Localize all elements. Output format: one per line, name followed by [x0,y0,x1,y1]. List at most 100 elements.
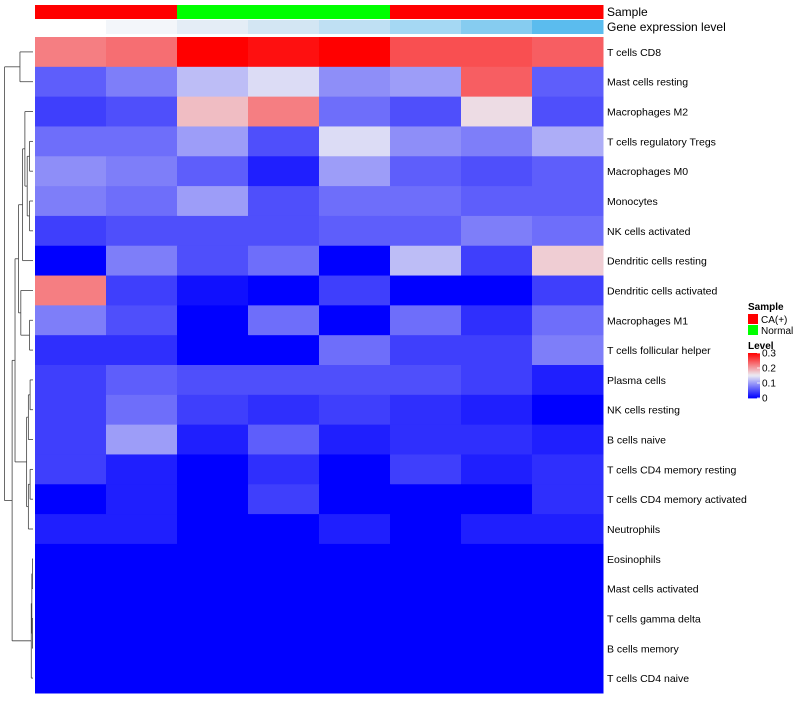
heatmap-cell [390,186,462,217]
heatmap-cell [248,424,320,455]
heatmap-cell [35,633,107,664]
heatmap-cell [390,633,462,664]
heatmap-cell [248,186,320,217]
legend-level-gradient-segment [748,357,760,360]
gene-expression-track-cell [35,20,107,34]
heatmap-cell [390,66,462,98]
heatmap-cell [177,215,249,247]
legend-level-gradient-segment [748,365,760,367]
legend-level-gradient-segment [748,387,760,390]
heatmap-cell [532,394,604,426]
row-label-macrophages-m2: Macrophages M2 [607,107,688,119]
heatmap-cell [532,335,604,366]
legend-label-normal: Normal [761,326,793,337]
heatmap-cell [319,126,391,157]
heatmap-cell [461,514,533,545]
heatmap-cell [248,394,320,426]
heatmap-cell [461,424,533,455]
heatmap-cell [106,484,178,515]
legend-level-gradient-segment [748,356,760,358]
heatmap-cell [106,514,178,545]
heatmap-cell [319,37,391,68]
heatmap-cell [35,275,107,306]
heatmap-cell [319,484,391,515]
legend-level-gradient-segment [748,393,760,396]
legend-level-tick-label: 0 [762,394,768,405]
legend-level-tick-label: 0.3 [762,349,776,360]
legend-swatch-normal [748,325,758,335]
heatmap-cell [390,484,462,515]
heatmap-cell [248,603,320,634]
legend-level-gradient-segment [748,392,760,394]
gene-expression-track-cell [106,20,178,34]
heatmap-cell [35,573,107,605]
heatmap-cell [106,126,178,157]
legend-level-gradient-segment [748,372,760,374]
row-label-monocytes: Monocytes [607,196,658,208]
heatmap-cell [248,335,320,366]
sample-track-cell [390,5,462,19]
row-label-t-cells-gamma-delta: T cells gamma delta [607,613,701,625]
heatmap-cell [390,335,462,366]
heatmap-cell [35,514,107,545]
heatmap-cell [177,633,249,664]
heatmap-cell [532,245,604,277]
row-label-plasma-cells: Plasma cells [607,375,666,387]
heatmap-cell [106,633,178,664]
heatmap-cell [177,394,249,426]
heatmap-cell [319,573,391,605]
heatmap-cell [461,394,533,426]
sample-track-cell [532,5,604,19]
legend-level-gradient-segment [748,371,760,373]
gene-expression-track-label: Gene expression level [607,20,726,34]
heatmap-cell [461,66,533,98]
heatmap-cell [532,275,604,306]
heatmap-cell [35,215,107,247]
legend-level-gradient-segment [748,364,760,366]
heatmap-cell [390,543,462,575]
heatmap-cell [390,275,462,306]
row-label-t-cells-regulatory-tregs: T cells regulatory Tregs [607,136,716,148]
heatmap-cell [461,245,533,277]
row-label-mast-cells-resting: Mast cells resting [607,77,688,89]
heatmap-cell [532,96,604,127]
heatmap-cell [390,394,462,426]
heatmap-cell [532,454,604,485]
heatmap-cell [35,663,107,694]
heatmap-cell [248,96,320,127]
row-label-macrophages-m0: Macrophages M0 [607,166,688,178]
legend-level-gradient-segment [748,383,760,385]
heatmap-cell [106,424,178,455]
heatmap-cell [177,454,249,485]
legend-level-gradient-segment [748,378,760,381]
sample-track-cell [35,5,107,19]
heatmap-cell [461,305,533,336]
heatmap-cell [532,603,604,634]
heatmap-cell [177,186,249,217]
row-label-mast-cells-activated: Mast cells activated [607,584,699,596]
heatmap-cell [35,543,107,575]
legend-level-gradient-segment [748,396,760,399]
heatmap-cell [177,543,249,575]
legend-level-gradient-segment [748,359,760,362]
legend-level-gradient-segment [748,391,760,393]
heatmap-cell [35,424,107,455]
row-labels: T cells CD8 Mast cells resting Macrophages… [607,47,747,685]
row-label-nk-cells-resting: NK cells resting [607,405,680,417]
legend-level-gradient-segment [748,355,760,357]
gene-expression-track-cell [532,20,604,34]
heatmap-cell [319,454,391,485]
heatmap-cell [177,275,249,306]
heatmap-cell [532,543,604,575]
legend-level-gradient-segment [748,377,760,380]
heatmap-cell [390,663,462,694]
sample-track-cell [177,5,249,19]
heatmap-cell [35,186,107,217]
heatmap-cell [106,663,178,694]
heatmap-cell [35,156,107,187]
gene-expression-track-cell [319,20,391,34]
legend-level-gradient-segment [748,367,760,370]
heatmap-cell [461,663,533,694]
